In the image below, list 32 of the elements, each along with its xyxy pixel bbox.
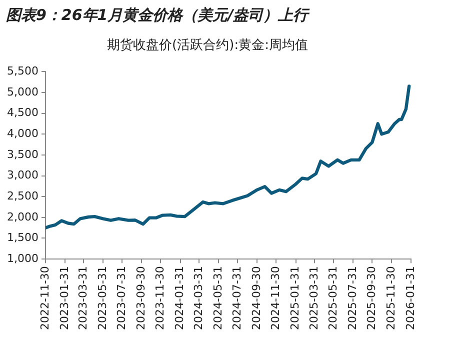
y-tick-label: 1,500 — [6, 231, 38, 244]
x-tick-label: 2025-05-31 — [326, 266, 340, 330]
x-tick-label: 2022-11-30 — [38, 266, 52, 330]
y-tick-label: 3,000 — [6, 168, 38, 182]
x-tick-label: 2024-07-31 — [230, 266, 244, 330]
x-tick-label: 2025-11-30 — [384, 266, 398, 330]
x-tick-label: 2024-01-31 — [173, 266, 186, 330]
x-tick-label: 2023-09-30 — [134, 266, 148, 330]
x-tick-label: 2024-05-31 — [211, 266, 224, 330]
x-tick-label: 2023-07-31 — [115, 266, 128, 330]
x-tick-label: 2023-01-31 — [58, 266, 71, 330]
chart-subtitle: 期货收盘价(活跃合约):黄金:周均值 — [107, 38, 308, 54]
x-tick-label: 2023-11-30 — [154, 266, 167, 330]
y-tick-label: 2,500 — [6, 189, 38, 202]
chart-title: 图表9：26年1月黄金价格（美元/盎司）上行 — [6, 6, 308, 25]
x-tick-label: 2025-01-31 — [288, 266, 302, 330]
y-tick-label: 2,000 — [6, 210, 38, 224]
x-tick-label: 2023-03-31 — [76, 266, 90, 330]
y-tick-label: 5,000 — [6, 85, 38, 98]
x-tick-label: 2025-09-30 — [365, 266, 378, 330]
x-tick-label: 2025-07-31 — [346, 266, 359, 330]
x-tick-label: 2023-05-31 — [96, 266, 109, 330]
x-tick-label: 2024-03-31 — [192, 266, 206, 330]
x-tick-label: 2024-11-30 — [269, 266, 282, 330]
y-tick-label: 4,000 — [6, 126, 38, 140]
x-tick-label: 2025-03-31 — [307, 266, 320, 330]
y-tick-label: 4,500 — [6, 106, 38, 120]
y-tick-label: 5,500 — [6, 64, 38, 78]
y-tick-label: 1,000 — [6, 252, 38, 265]
x-tick-label: 2026-01-31 — [404, 266, 417, 330]
x-tick-label: 2024-09-30 — [250, 266, 263, 330]
y-tick-label: 3,500 — [6, 148, 38, 161]
